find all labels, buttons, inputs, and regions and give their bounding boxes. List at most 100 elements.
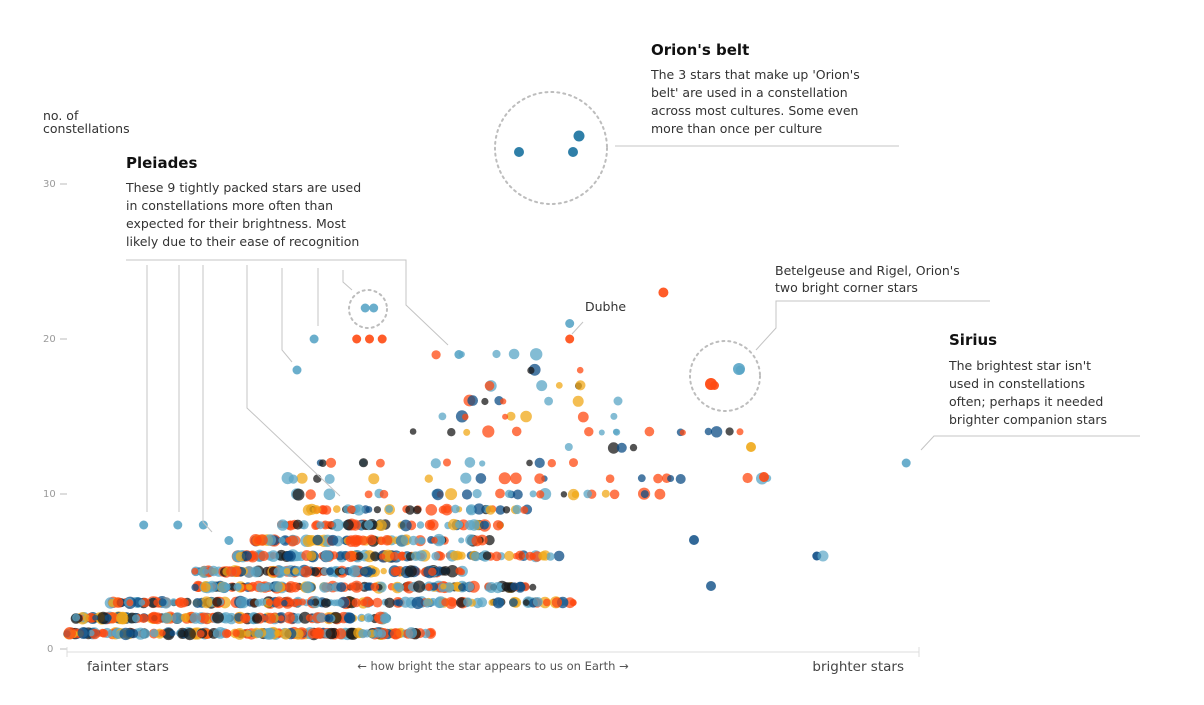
star-point — [274, 629, 282, 637]
star-point — [321, 550, 333, 562]
star-point — [139, 520, 149, 530]
star-point — [481, 397, 489, 406]
star-point — [326, 567, 334, 576]
star-point — [362, 596, 374, 608]
star-point — [495, 505, 506, 515]
star-point — [200, 582, 211, 593]
star-point — [119, 627, 132, 641]
star-point — [484, 535, 495, 546]
star-point — [460, 472, 472, 484]
star-point — [393, 599, 400, 606]
star-point — [232, 629, 240, 637]
star-point — [244, 630, 252, 638]
star-point — [479, 460, 486, 467]
star-point — [212, 628, 222, 639]
star-point — [609, 489, 620, 500]
sirius-annotation: Sirius The brightest star isn't used in … — [920, 331, 1140, 451]
star-point — [395, 534, 409, 547]
star-point — [466, 505, 475, 515]
star-point — [301, 581, 313, 593]
star-point — [292, 568, 299, 575]
star-point — [653, 473, 663, 484]
star-point — [536, 380, 548, 392]
star-point — [485, 582, 497, 593]
star-point — [370, 582, 380, 592]
star-point — [255, 582, 266, 593]
star-point — [430, 458, 441, 469]
star-point — [358, 458, 369, 468]
star-point — [369, 303, 379, 313]
star-point — [577, 411, 589, 423]
star-point — [373, 628, 383, 638]
star-point — [404, 565, 417, 578]
pleiades-leader-main — [126, 259, 449, 346]
y-axis-label-line1: no. of — [43, 108, 79, 123]
star-point — [321, 598, 331, 608]
star-point — [441, 598, 450, 607]
star-point — [296, 472, 308, 484]
star-point — [425, 583, 433, 591]
star-point — [736, 428, 744, 436]
star-point — [318, 505, 328, 515]
star-point — [583, 489, 592, 499]
star-point — [463, 597, 473, 607]
star-point — [283, 568, 291, 575]
star-point — [612, 428, 620, 435]
star-point — [385, 505, 393, 513]
star-point — [511, 426, 522, 437]
star-point — [189, 612, 202, 624]
star-point — [584, 427, 594, 437]
star-point — [336, 598, 345, 607]
star-point — [520, 506, 529, 514]
star-point — [99, 629, 109, 638]
star-point — [565, 334, 575, 344]
star-point — [369, 568, 376, 575]
star-point — [231, 566, 242, 577]
star-point — [450, 550, 460, 561]
star-point — [725, 427, 734, 436]
star-point — [464, 582, 475, 592]
y-tick-label-0: 0 — [47, 644, 53, 655]
star-point — [263, 627, 276, 640]
orion-belt-star — [573, 130, 585, 142]
star-point — [292, 519, 303, 530]
star-point — [258, 550, 269, 562]
star-point — [359, 615, 366, 622]
star-point — [598, 429, 605, 436]
star-point — [272, 596, 286, 609]
star-point — [601, 489, 610, 498]
star-point — [458, 583, 466, 592]
star-point — [425, 504, 438, 516]
star-point — [310, 567, 320, 577]
star-point — [705, 378, 717, 390]
star-point — [412, 505, 422, 515]
star-point — [440, 566, 451, 576]
star-point — [389, 551, 399, 561]
sirius-leader — [920, 435, 1140, 451]
star-point — [572, 395, 584, 407]
star-point — [502, 506, 511, 514]
star-point — [390, 628, 402, 640]
star-point — [704, 427, 713, 436]
star-point — [277, 519, 289, 531]
x-axis-label-middle: ← how bright the star appears to us on E… — [357, 659, 629, 673]
star-point — [92, 614, 99, 621]
star-point — [901, 458, 911, 468]
star-point — [482, 425, 495, 438]
star-point — [267, 550, 280, 562]
star-point — [506, 411, 516, 421]
star-point — [422, 598, 432, 608]
star-point — [454, 350, 464, 359]
star-point — [345, 550, 357, 563]
star-point — [817, 550, 829, 562]
star-point — [97, 611, 110, 625]
star-point — [349, 536, 357, 544]
star-point — [325, 627, 337, 640]
star-point — [323, 488, 336, 501]
star-point — [509, 598, 518, 607]
star-point — [440, 583, 447, 590]
star-point — [510, 472, 522, 485]
star-point — [379, 489, 389, 499]
star-point — [443, 505, 452, 514]
star-point — [353, 504, 365, 516]
